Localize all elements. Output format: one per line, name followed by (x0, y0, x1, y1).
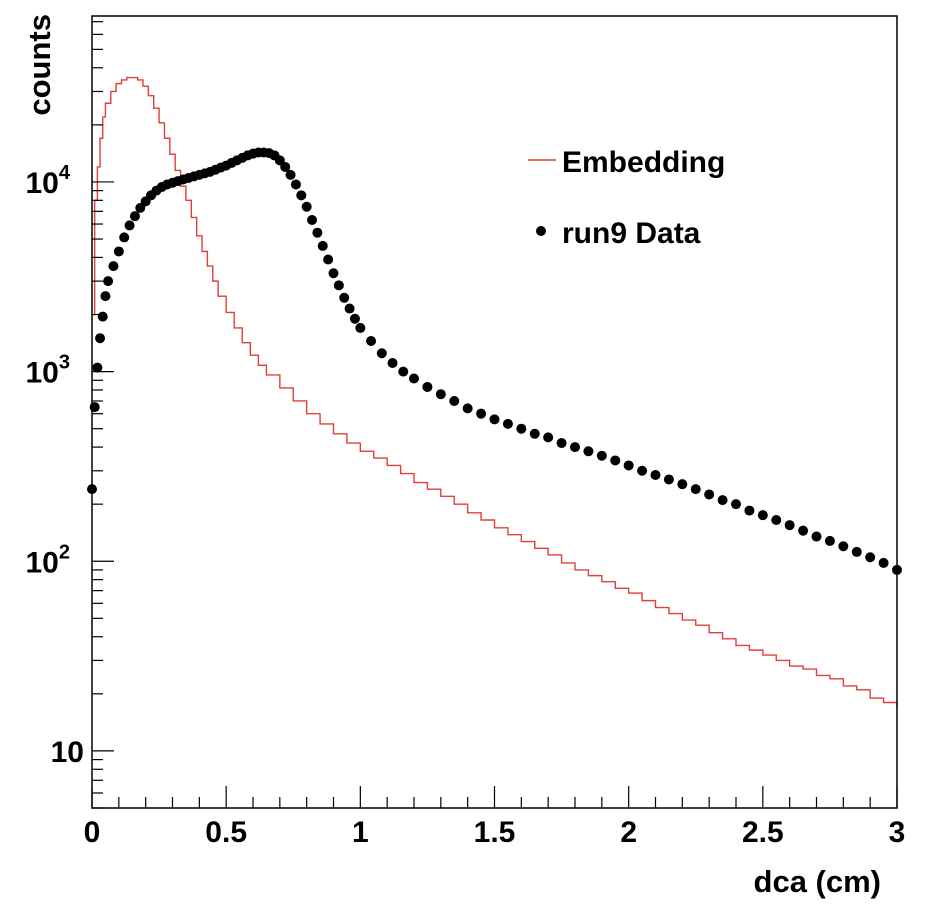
data-point (704, 489, 715, 500)
x-axis-title: dca (cm) (754, 864, 881, 899)
data-point (398, 366, 409, 377)
data-point (108, 261, 119, 272)
data-point (878, 557, 889, 568)
data-point (851, 546, 862, 557)
y-axis-title: counts (22, 14, 57, 116)
data-point (366, 336, 377, 347)
data-point (323, 254, 334, 265)
data-point (307, 215, 318, 226)
x-tick-label: 1 (352, 816, 369, 849)
run9-data-series (87, 147, 902, 575)
data-point (502, 418, 513, 429)
data-point (838, 541, 849, 552)
data-point (543, 432, 554, 443)
x-axis-ticks: 0 0.5 1 1.5 2 2.5 3 (84, 786, 906, 849)
x-tick-label: 0.5 (205, 816, 247, 849)
data-point (690, 484, 701, 495)
data-point (422, 381, 433, 392)
data-point (344, 303, 355, 314)
embedding-series (92, 76, 898, 708)
data-point (757, 510, 768, 521)
data-point (663, 474, 674, 485)
data-point (731, 499, 741, 510)
data-point (516, 423, 527, 434)
data-point (339, 292, 350, 303)
data-point (570, 442, 580, 453)
data-point (610, 455, 621, 466)
data-point (556, 438, 567, 449)
data-point (637, 465, 648, 476)
data-point (129, 211, 140, 222)
legend: Embedding run9 Data (528, 146, 725, 250)
legend-embedding-label: Embedding (562, 146, 725, 179)
legend-data-label: run9 Data (562, 217, 701, 250)
x-tick-label: 2.5 (742, 816, 784, 849)
data-point (784, 520, 795, 531)
data-point (449, 395, 460, 406)
legend-data-marker (536, 226, 546, 236)
data-point (349, 313, 360, 324)
data-point (529, 428, 540, 439)
data-point (100, 291, 111, 302)
data-point (333, 280, 344, 291)
data-point (744, 505, 755, 516)
data-point (296, 190, 307, 201)
data-point (462, 403, 473, 414)
data-point (376, 348, 387, 359)
data-point (596, 450, 607, 461)
data-point (409, 373, 419, 384)
data-point (583, 446, 594, 457)
data-point (387, 358, 398, 369)
data-point (95, 333, 106, 344)
data-point (124, 220, 135, 231)
x-tick-label: 0 (84, 816, 101, 849)
data-point (824, 535, 835, 546)
data-point (285, 169, 296, 180)
data-point (119, 232, 130, 243)
y-tick-label: 104 (26, 162, 71, 200)
data-point (103, 276, 114, 287)
data-point (97, 311, 108, 322)
data-point (312, 227, 323, 238)
x-tick-label: 3 (889, 816, 906, 849)
data-point (92, 362, 103, 373)
data-point (328, 268, 339, 279)
y-tick-label: 10 (51, 736, 84, 769)
data-point (355, 322, 366, 333)
data-point (280, 161, 291, 172)
data-point (113, 246, 124, 257)
data-point (677, 479, 688, 490)
data-point (865, 552, 876, 563)
data-point (650, 469, 661, 480)
data-point (811, 531, 822, 542)
data-point (771, 515, 782, 526)
x-tick-label: 1.5 (474, 816, 516, 849)
data-point (290, 179, 301, 190)
x-tick-label: 2 (620, 816, 637, 849)
data-point (435, 389, 446, 400)
data-point (89, 402, 100, 413)
y-axis-ticks: 10 102 103 104 (26, 21, 114, 809)
data-point (623, 460, 634, 471)
embedding-step-line (92, 76, 898, 708)
data-point (489, 414, 500, 425)
y-tick-label: 102 (26, 541, 71, 579)
data-point (798, 525, 809, 536)
data-point (717, 495, 728, 506)
data-point (317, 240, 328, 251)
data-point (476, 408, 487, 419)
y-tick-label: 103 (26, 352, 71, 390)
data-point (301, 201, 312, 212)
